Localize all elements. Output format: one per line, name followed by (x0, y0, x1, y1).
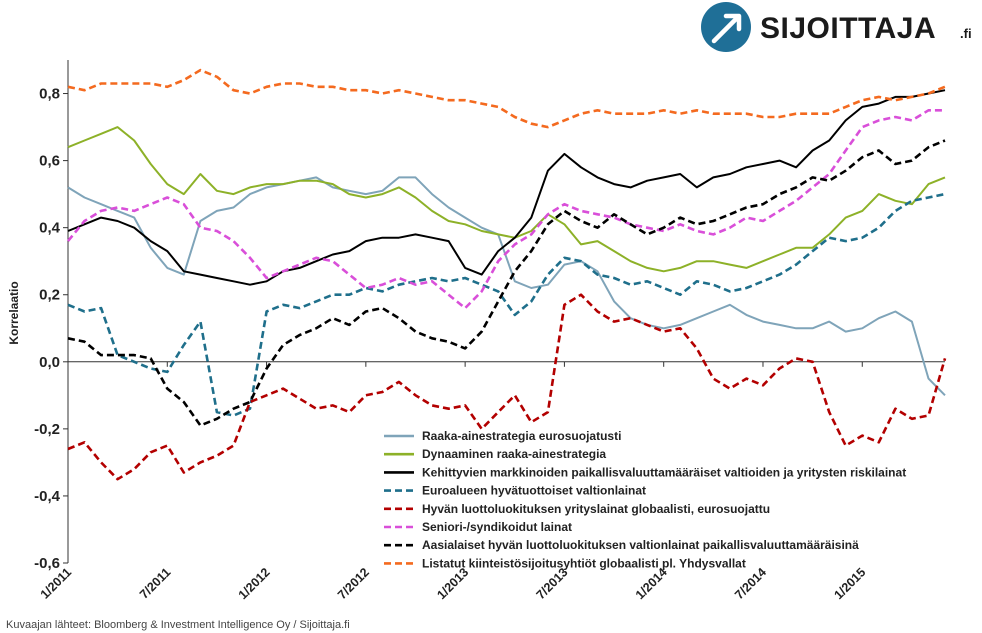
x-tick-label: 1/2013 (434, 565, 471, 602)
legend-label: Euroalueen hyvätuottoiset valtionlainat (422, 484, 646, 498)
y-tick-label: -0,2 (34, 421, 60, 438)
series-line (67, 293, 947, 481)
legend-label: Kehittyvien markkinoiden paikallisvaluut… (422, 465, 906, 479)
y-tick-label: -0,6 (34, 555, 60, 572)
y-tick-label: 0,8 (39, 86, 60, 103)
y-axis-label: Korrelaatio (7, 281, 21, 344)
y-tick-label: 0,6 (39, 153, 60, 170)
y-tick-label: 0,0 (39, 354, 60, 371)
x-tick-label: 1/2014 (633, 565, 670, 602)
series-line (67, 68, 946, 129)
legend-label: Seniori-/syndikoidut lainat (422, 520, 572, 534)
x-tick-label: 7/2012 (335, 565, 372, 602)
legend: Raaka-ainestrategia eurosuojatusti Dynaam… (384, 429, 906, 570)
legend-label: Raaka-ainestrategia eurosuojatusti (422, 429, 621, 443)
series-line (66, 109, 945, 310)
logo-arrow-icon (711, 13, 742, 44)
logo-suffix: .fi (960, 26, 972, 41)
x-tick-label: 1/2015 (831, 565, 868, 602)
series-line (67, 89, 946, 286)
series-line (67, 139, 946, 427)
x-tick-label: 7/2011 (137, 565, 173, 601)
y-tick-label: 0,2 (39, 287, 60, 304)
legend-label: Dynaaminen raaka-ainestrategia (422, 447, 606, 461)
series-line (67, 176, 946, 397)
series-layer (66, 68, 947, 481)
x-tick-label: 1/2012 (236, 565, 273, 602)
series-line (67, 126, 946, 273)
x-tick-label: 7/2014 (732, 565, 769, 602)
y-tick-label: 0,4 (39, 220, 61, 237)
legend-label: Hyvän luottoluokituksen yrityslainat glo… (422, 502, 770, 516)
legend-label: Aasialaiset hyvän luottoluokituksen valt… (422, 538, 859, 552)
logo-text: SIJOITTAJA (760, 12, 936, 45)
x-tick-label: 7/2013 (534, 565, 571, 602)
sijoittaja-logo: SIJOITTAJA .fi (701, 2, 972, 52)
series-line (67, 192, 946, 417)
y-tick-label: -0,4 (34, 488, 61, 505)
source-note: Kuvaajan lähteet: Bloomberg & Investment… (6, 619, 350, 631)
legend-label: Listatut kiinteistösijoitusyhtiöt globaa… (422, 556, 746, 570)
